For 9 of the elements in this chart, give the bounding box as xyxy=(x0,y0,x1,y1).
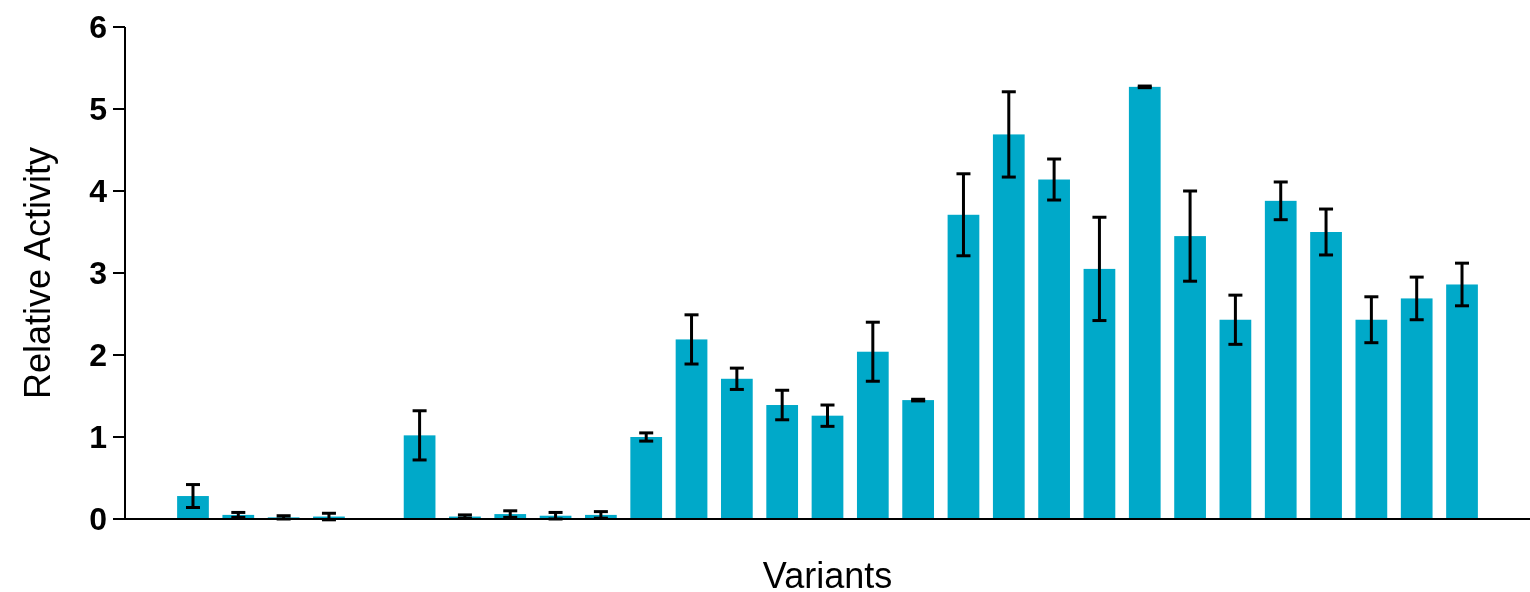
y-tick-label: 6 xyxy=(89,9,107,46)
y-tick-label: 0 xyxy=(89,501,107,538)
y-tick-label: 2 xyxy=(89,337,107,374)
y-tick-label: 4 xyxy=(89,173,108,210)
x-axis-title: Variants xyxy=(762,555,893,592)
y-axis-title: Relative Activity xyxy=(17,146,58,400)
y-tick-label: 5 xyxy=(89,91,107,128)
y-tick-label: 1 xyxy=(89,419,107,456)
y-tick-label: 3 xyxy=(89,255,107,292)
